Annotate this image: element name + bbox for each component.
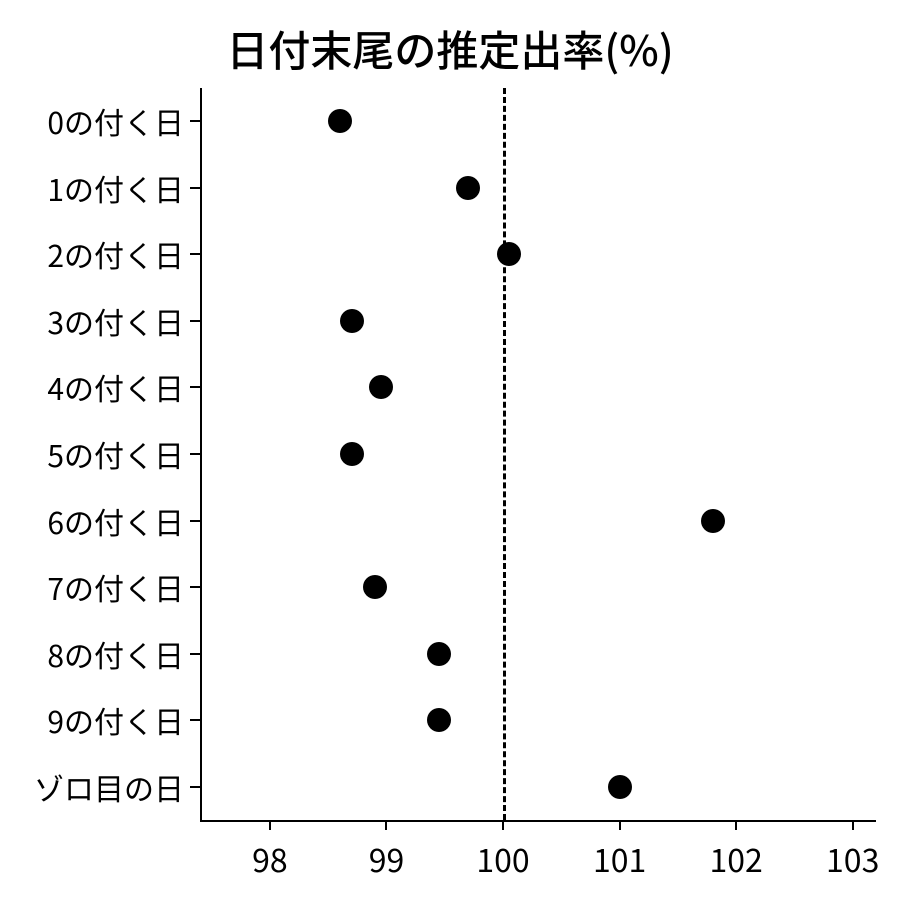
- y-tick-label: 3の付く日: [47, 299, 184, 343]
- dot-plot-chart: 日付末尾の推定出率(%) 98991001011021030の付く日1の付く日2…: [0, 0, 900, 900]
- y-tick: [190, 187, 200, 189]
- data-point: [701, 509, 725, 533]
- data-point: [427, 642, 451, 666]
- x-tick: [735, 820, 737, 830]
- y-tick-label: 6の付く日: [47, 499, 184, 543]
- y-tick: [190, 786, 200, 788]
- x-tick-label: 99: [369, 836, 405, 882]
- data-point: [427, 708, 451, 732]
- reference-line: [503, 88, 506, 820]
- data-point: [456, 176, 480, 200]
- y-tick: [190, 320, 200, 322]
- y-axis-line: [200, 88, 202, 822]
- y-tick: [190, 653, 200, 655]
- y-tick-label: 2の付く日: [47, 232, 184, 276]
- y-tick-label: 7の付く日: [47, 565, 184, 609]
- y-tick-label: 5の付く日: [47, 432, 184, 476]
- y-tick: [190, 719, 200, 721]
- data-point: [608, 775, 632, 799]
- x-tick-label: 100: [476, 836, 529, 882]
- y-tick: [190, 586, 200, 588]
- data-point: [340, 442, 364, 466]
- x-tick: [385, 820, 387, 830]
- y-tick: [190, 520, 200, 522]
- y-tick-label: 0の付く日: [47, 99, 184, 143]
- chart-title: 日付末尾の推定出率(%): [0, 18, 900, 79]
- y-tick-label: ゾロ目の日: [34, 765, 184, 809]
- y-tick-label: 8の付く日: [47, 632, 184, 676]
- data-point: [363, 575, 387, 599]
- x-tick: [269, 820, 271, 830]
- y-tick: [190, 253, 200, 255]
- x-tick: [619, 820, 621, 830]
- data-point: [369, 375, 393, 399]
- plot-area: 98991001011021030の付く日1の付く日2の付く日3の付く日4の付く…: [200, 88, 876, 820]
- x-tick: [502, 820, 504, 830]
- y-tick: [190, 120, 200, 122]
- y-tick-label: 9の付く日: [47, 698, 184, 742]
- x-tick: [852, 820, 854, 830]
- y-tick-label: 4の付く日: [47, 365, 184, 409]
- y-tick-label: 1の付く日: [47, 166, 184, 210]
- y-tick: [190, 453, 200, 455]
- x-axis-line: [200, 820, 876, 822]
- data-point: [340, 309, 364, 333]
- x-tick-label: 101: [593, 836, 646, 882]
- x-tick-label: 98: [252, 836, 288, 882]
- data-point: [497, 242, 521, 266]
- y-tick: [190, 386, 200, 388]
- data-point: [328, 109, 352, 133]
- x-tick-label: 103: [826, 836, 879, 882]
- x-tick-label: 102: [709, 836, 762, 882]
